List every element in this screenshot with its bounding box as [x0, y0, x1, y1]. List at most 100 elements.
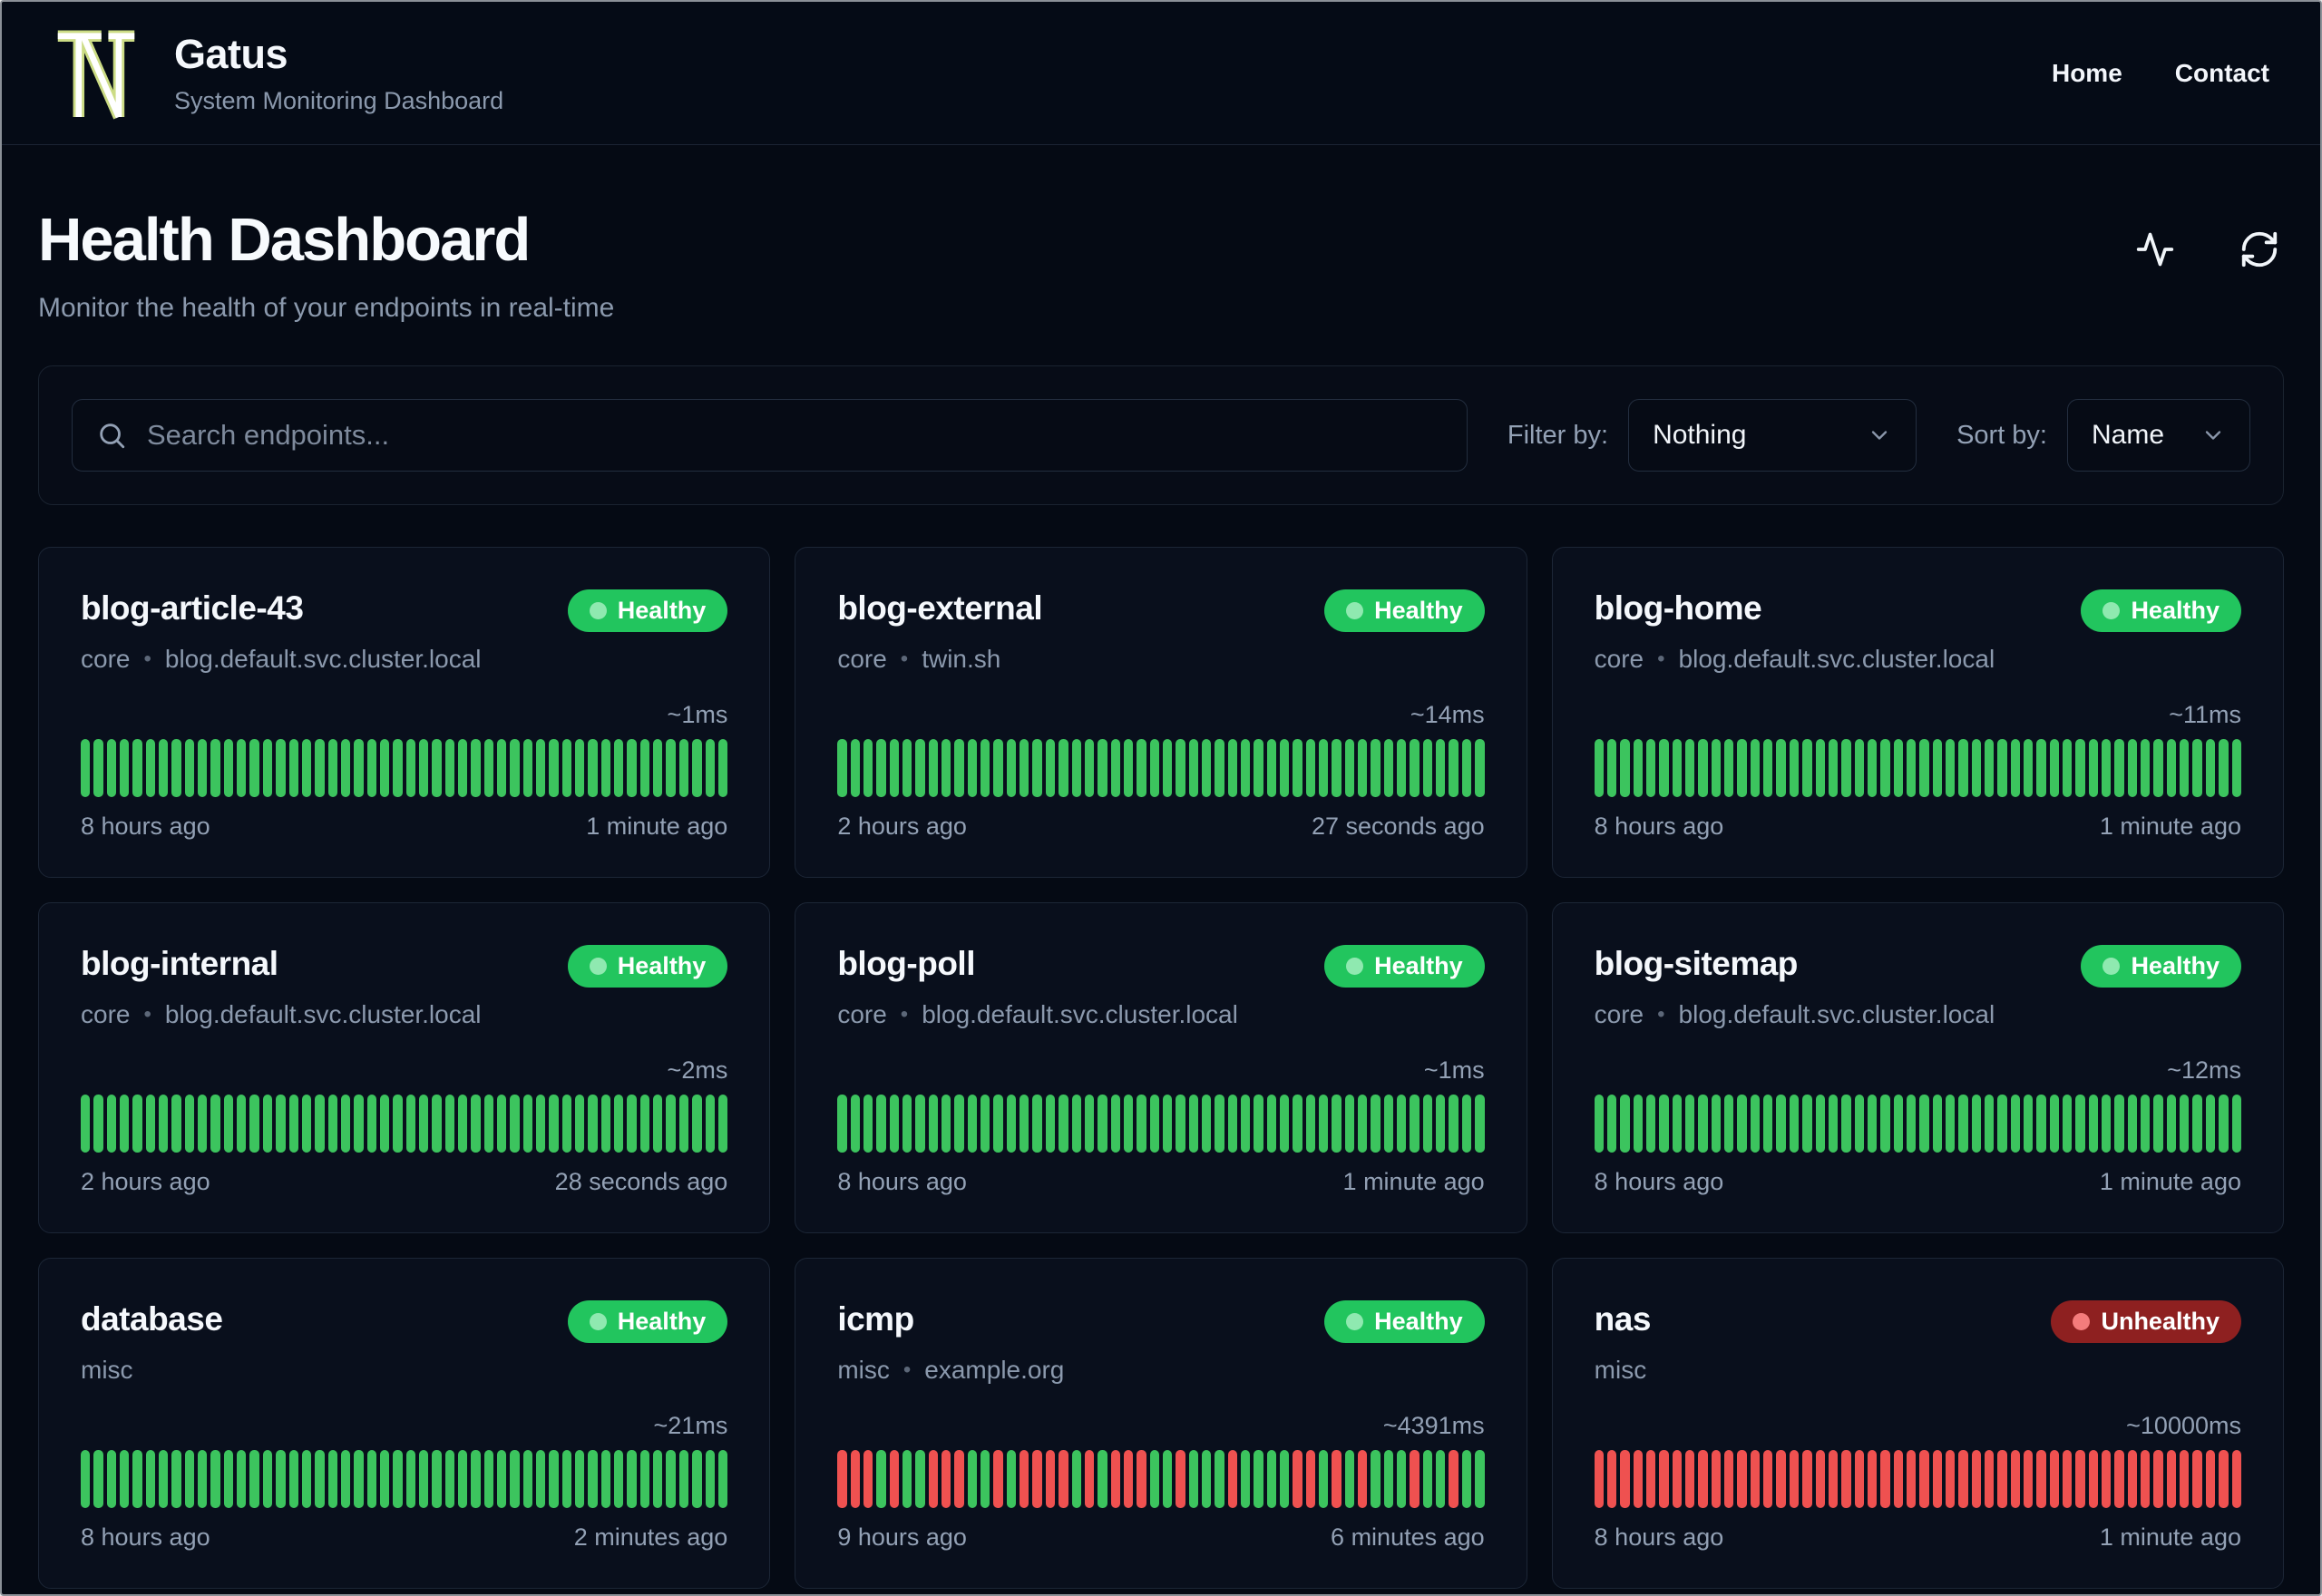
brand-block: Gatus System Monitoring Dashboard — [174, 31, 503, 115]
uptime-bar-success — [1215, 1450, 1224, 1508]
history-oldest: 8 hours ago — [81, 1523, 210, 1551]
uptime-bar-success — [678, 739, 689, 797]
uptime-bar-success — [1032, 1095, 1042, 1153]
uptime-bar-failure — [1646, 1450, 1656, 1508]
uptime-history[interactable] — [837, 739, 1485, 797]
uptime-history[interactable] — [1594, 1095, 2241, 1153]
uptime-bar-success — [915, 1450, 925, 1508]
uptime-bar-failure — [1750, 1450, 1761, 1508]
uptime-bar-success — [522, 1450, 533, 1508]
uptime-bar-success — [510, 739, 520, 797]
endpoint-name: blog-sitemap — [1594, 945, 1799, 982]
endpoint-card-blog-sitemap[interactable]: blog-sitemap Healthy core • blog.default… — [1551, 902, 2284, 1233]
uptime-bar-success — [2036, 1095, 2046, 1153]
uptime-bar-failure — [928, 1450, 939, 1508]
uptime-bar-success — [1162, 1450, 1173, 1508]
uptime-bar-failure — [1724, 1450, 1734, 1508]
status-label: Healthy — [617, 1308, 707, 1335]
uptime-bar-success — [639, 1450, 650, 1508]
uptime-bar-success — [522, 1095, 533, 1153]
uptime-bar-failure — [1594, 1450, 1604, 1508]
uptime-bar-success — [1410, 1095, 1420, 1153]
uptime-bar-failure — [1332, 1450, 1341, 1508]
uptime-bar-success — [366, 739, 376, 797]
uptime-history[interactable] — [837, 1095, 1485, 1153]
uptime-bar-success — [653, 739, 663, 797]
uptime-history[interactable] — [837, 1450, 1485, 1508]
uptime-bar-success — [301, 1095, 312, 1153]
history-range: 2 hours ago 28 seconds ago — [81, 1168, 727, 1196]
uptime-bar-success — [93, 739, 103, 797]
uptime-bar-success — [1098, 739, 1107, 797]
refresh-icon[interactable] — [2239, 229, 2280, 270]
uptime-bar-success — [405, 739, 415, 797]
endpoint-card-blog-external[interactable]: blog-external Healthy core • twin.sh ~14… — [795, 547, 1527, 878]
history-range: 8 hours ago 1 minute ago — [1595, 1168, 2241, 1196]
history-range: 8 hours ago 1 minute ago — [1595, 813, 2241, 841]
uptime-bar-failure — [1410, 1450, 1420, 1508]
uptime-bar-success — [2192, 1095, 2202, 1153]
uptime-bar-success — [288, 739, 298, 797]
uptime-bar-failure — [1045, 1450, 1056, 1508]
uptime-bar-success — [1176, 1095, 1185, 1153]
uptime-bar-success — [1280, 1095, 1290, 1153]
endpoint-card-nas[interactable]: nas Unhealthy misc ~10000ms 8 hours ago … — [1551, 1258, 2284, 1589]
nav-link-contact[interactable]: Contact — [2174, 58, 2269, 87]
uptime-bar-success — [1227, 739, 1237, 797]
search-input[interactable] — [147, 419, 1443, 452]
uptime-bar-success — [1149, 739, 1159, 797]
uptime-bar-success — [171, 739, 181, 797]
nav-link-home[interactable]: Home — [2051, 58, 2122, 87]
uptime-bar-failure — [850, 1450, 861, 1508]
uptime-bar-failure — [2141, 1450, 2151, 1508]
uptime-bar-success — [81, 739, 91, 797]
uptime-bar-success — [1059, 739, 1068, 797]
endpoint-card-database[interactable]: database Healthy misc ~21ms 8 hours ago … — [38, 1258, 771, 1589]
uptime-bar-success — [393, 1095, 403, 1153]
filter-select[interactable]: Nothing — [1628, 399, 1917, 472]
uptime-history[interactable] — [1594, 1450, 2241, 1508]
uptime-bar-success — [1240, 739, 1251, 797]
uptime-bar-success — [2153, 1095, 2163, 1153]
history-newest: 1 minute ago — [1342, 1168, 1485, 1195]
uptime-bar-success — [171, 1450, 181, 1508]
uptime-bar-success — [1422, 1450, 1433, 1508]
status-dot-icon — [589, 958, 607, 975]
uptime-bar-success — [276, 1095, 286, 1153]
uptime-bar-success — [1789, 739, 1800, 797]
uptime-bar-success — [1984, 1095, 1995, 1153]
sort-select[interactable]: Name — [2067, 399, 2250, 472]
activity-icon[interactable] — [2135, 229, 2175, 269]
endpoint-card-blog-internal[interactable]: blog-internal Healthy core • blog.defaul… — [38, 902, 771, 1233]
uptime-bar-success — [379, 1095, 390, 1153]
status-dot-icon — [1346, 958, 1364, 975]
uptime-bar-success — [627, 1095, 637, 1153]
brand-tn-logo-icon[interactable] — [53, 24, 140, 122]
dot-separator: • — [1657, 1002, 1665, 1027]
uptime-bar-success — [627, 739, 637, 797]
uptime-history[interactable] — [81, 1450, 728, 1508]
uptime-history[interactable] — [81, 1095, 728, 1153]
status-badge: Healthy — [2081, 589, 2241, 632]
uptime-bar-success — [2205, 1095, 2216, 1153]
uptime-bar-failure — [1123, 1450, 1134, 1508]
uptime-history[interactable] — [81, 739, 728, 797]
uptime-bar-success — [457, 1095, 468, 1153]
endpoint-card-blog-article-43[interactable]: blog-article-43 Healthy core • blog.defa… — [38, 547, 771, 878]
uptime-bar-success — [393, 739, 403, 797]
uptime-history[interactable] — [1594, 739, 2241, 797]
endpoint-card-icmp[interactable]: icmp Healthy misc • example.org ~4391ms … — [795, 1258, 1527, 1589]
uptime-bar-success — [106, 1095, 117, 1153]
uptime-bar-success — [354, 1095, 364, 1153]
response-time: ~10000ms — [2126, 1412, 2241, 1439]
endpoint-card-blog-poll[interactable]: blog-poll Healthy core • blog.default.sv… — [795, 902, 1527, 1233]
sort-selected-value: Name — [2092, 420, 2165, 450]
endpoint-meta: core • twin.sh — [837, 645, 1484, 674]
uptime-bar-failure — [1659, 1450, 1669, 1508]
search-box[interactable] — [72, 399, 1468, 472]
endpoint-card-blog-home[interactable]: blog-home Healthy core • blog.default.sv… — [1551, 547, 2284, 878]
uptime-bar-success — [1815, 739, 1825, 797]
uptime-bar-success — [588, 1450, 598, 1508]
endpoint-group: misc — [81, 1356, 133, 1384]
uptime-bar-success — [1919, 1095, 1929, 1153]
